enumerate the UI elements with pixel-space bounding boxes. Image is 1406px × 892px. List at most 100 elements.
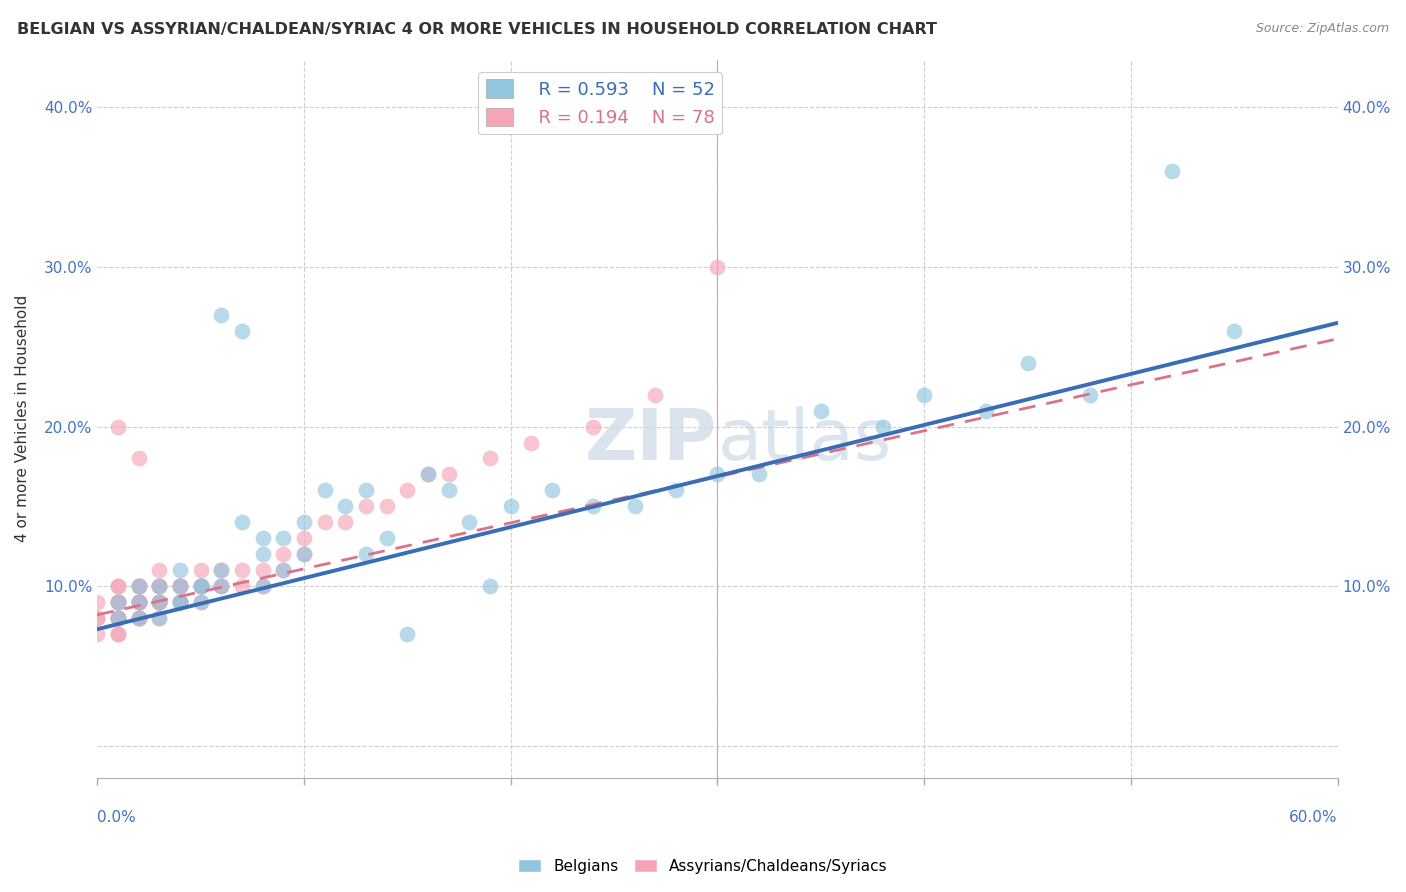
- Point: [375, 500, 398, 514]
- Point: [128, 611, 150, 625]
- Point: [190, 563, 212, 577]
- Point: [810, 403, 832, 417]
- Point: [271, 531, 294, 545]
- Point: [86, 611, 108, 625]
- Point: [107, 627, 129, 641]
- Point: [271, 563, 294, 577]
- Point: [231, 516, 253, 530]
- Point: [458, 516, 481, 530]
- Text: ZIP: ZIP: [585, 406, 717, 475]
- Point: [335, 500, 357, 514]
- Point: [148, 595, 170, 609]
- Point: [169, 595, 191, 609]
- Point: [623, 500, 645, 514]
- Point: [271, 563, 294, 577]
- Point: [107, 579, 129, 593]
- Point: [107, 611, 129, 625]
- Point: [169, 579, 191, 593]
- Point: [190, 579, 212, 593]
- Point: [292, 516, 315, 530]
- Point: [209, 308, 232, 322]
- Point: [128, 579, 150, 593]
- Point: [541, 483, 564, 498]
- Point: [190, 595, 212, 609]
- Point: [107, 611, 129, 625]
- Point: [479, 451, 502, 466]
- Point: [107, 419, 129, 434]
- Point: [107, 611, 129, 625]
- Point: [169, 563, 191, 577]
- Point: [252, 547, 274, 561]
- Point: [128, 451, 150, 466]
- Point: [128, 611, 150, 625]
- Point: [148, 579, 170, 593]
- Point: [107, 595, 129, 609]
- Point: [148, 595, 170, 609]
- Text: 0.0%: 0.0%: [97, 810, 136, 825]
- Point: [912, 387, 935, 401]
- Legend:   R = 0.593    N = 52,   R = 0.194    N = 78: R = 0.593 N = 52, R = 0.194 N = 78: [478, 72, 723, 135]
- Point: [416, 467, 439, 482]
- Point: [1161, 164, 1184, 178]
- Point: [128, 611, 150, 625]
- Point: [148, 579, 170, 593]
- Point: [292, 547, 315, 561]
- Point: [107, 595, 129, 609]
- Text: atlas: atlas: [717, 406, 891, 475]
- Point: [169, 595, 191, 609]
- Point: [209, 579, 232, 593]
- Point: [520, 435, 543, 450]
- Legend: Belgians, Assyrians/Chaldeans/Syriacs: Belgians, Assyrians/Chaldeans/Syriacs: [512, 853, 894, 880]
- Point: [128, 611, 150, 625]
- Point: [231, 579, 253, 593]
- Point: [169, 579, 191, 593]
- Point: [209, 579, 232, 593]
- Point: [148, 579, 170, 593]
- Text: BELGIAN VS ASSYRIAN/CHALDEAN/SYRIAC 4 OR MORE VEHICLES IN HOUSEHOLD CORRELATION : BELGIAN VS ASSYRIAN/CHALDEAN/SYRIAC 4 OR…: [17, 22, 936, 37]
- Point: [479, 579, 502, 593]
- Text: Source: ZipAtlas.com: Source: ZipAtlas.com: [1256, 22, 1389, 36]
- Point: [416, 467, 439, 482]
- Point: [748, 467, 770, 482]
- Point: [148, 611, 170, 625]
- Point: [107, 595, 129, 609]
- Point: [128, 595, 150, 609]
- Point: [252, 579, 274, 593]
- Point: [169, 595, 191, 609]
- Point: [190, 579, 212, 593]
- Point: [169, 579, 191, 593]
- Point: [169, 595, 191, 609]
- Point: [190, 579, 212, 593]
- Point: [396, 483, 419, 498]
- Y-axis label: 4 or more Vehicles in Household: 4 or more Vehicles in Household: [15, 295, 30, 542]
- Point: [582, 419, 605, 434]
- Point: [148, 611, 170, 625]
- Point: [86, 627, 108, 641]
- Point: [190, 579, 212, 593]
- Point: [354, 483, 377, 498]
- Point: [396, 627, 419, 641]
- Point: [974, 403, 997, 417]
- Point: [706, 260, 728, 274]
- Point: [148, 595, 170, 609]
- Point: [107, 595, 129, 609]
- Point: [148, 563, 170, 577]
- Point: [190, 579, 212, 593]
- Point: [252, 563, 274, 577]
- Point: [128, 579, 150, 593]
- Point: [354, 500, 377, 514]
- Point: [314, 516, 336, 530]
- Point: [499, 500, 522, 514]
- Point: [437, 467, 460, 482]
- Point: [231, 563, 253, 577]
- Point: [128, 611, 150, 625]
- Point: [252, 531, 274, 545]
- Point: [437, 483, 460, 498]
- Point: [107, 611, 129, 625]
- Point: [872, 419, 894, 434]
- Point: [148, 595, 170, 609]
- Point: [582, 500, 605, 514]
- Point: [335, 516, 357, 530]
- Point: [169, 579, 191, 593]
- Point: [86, 611, 108, 625]
